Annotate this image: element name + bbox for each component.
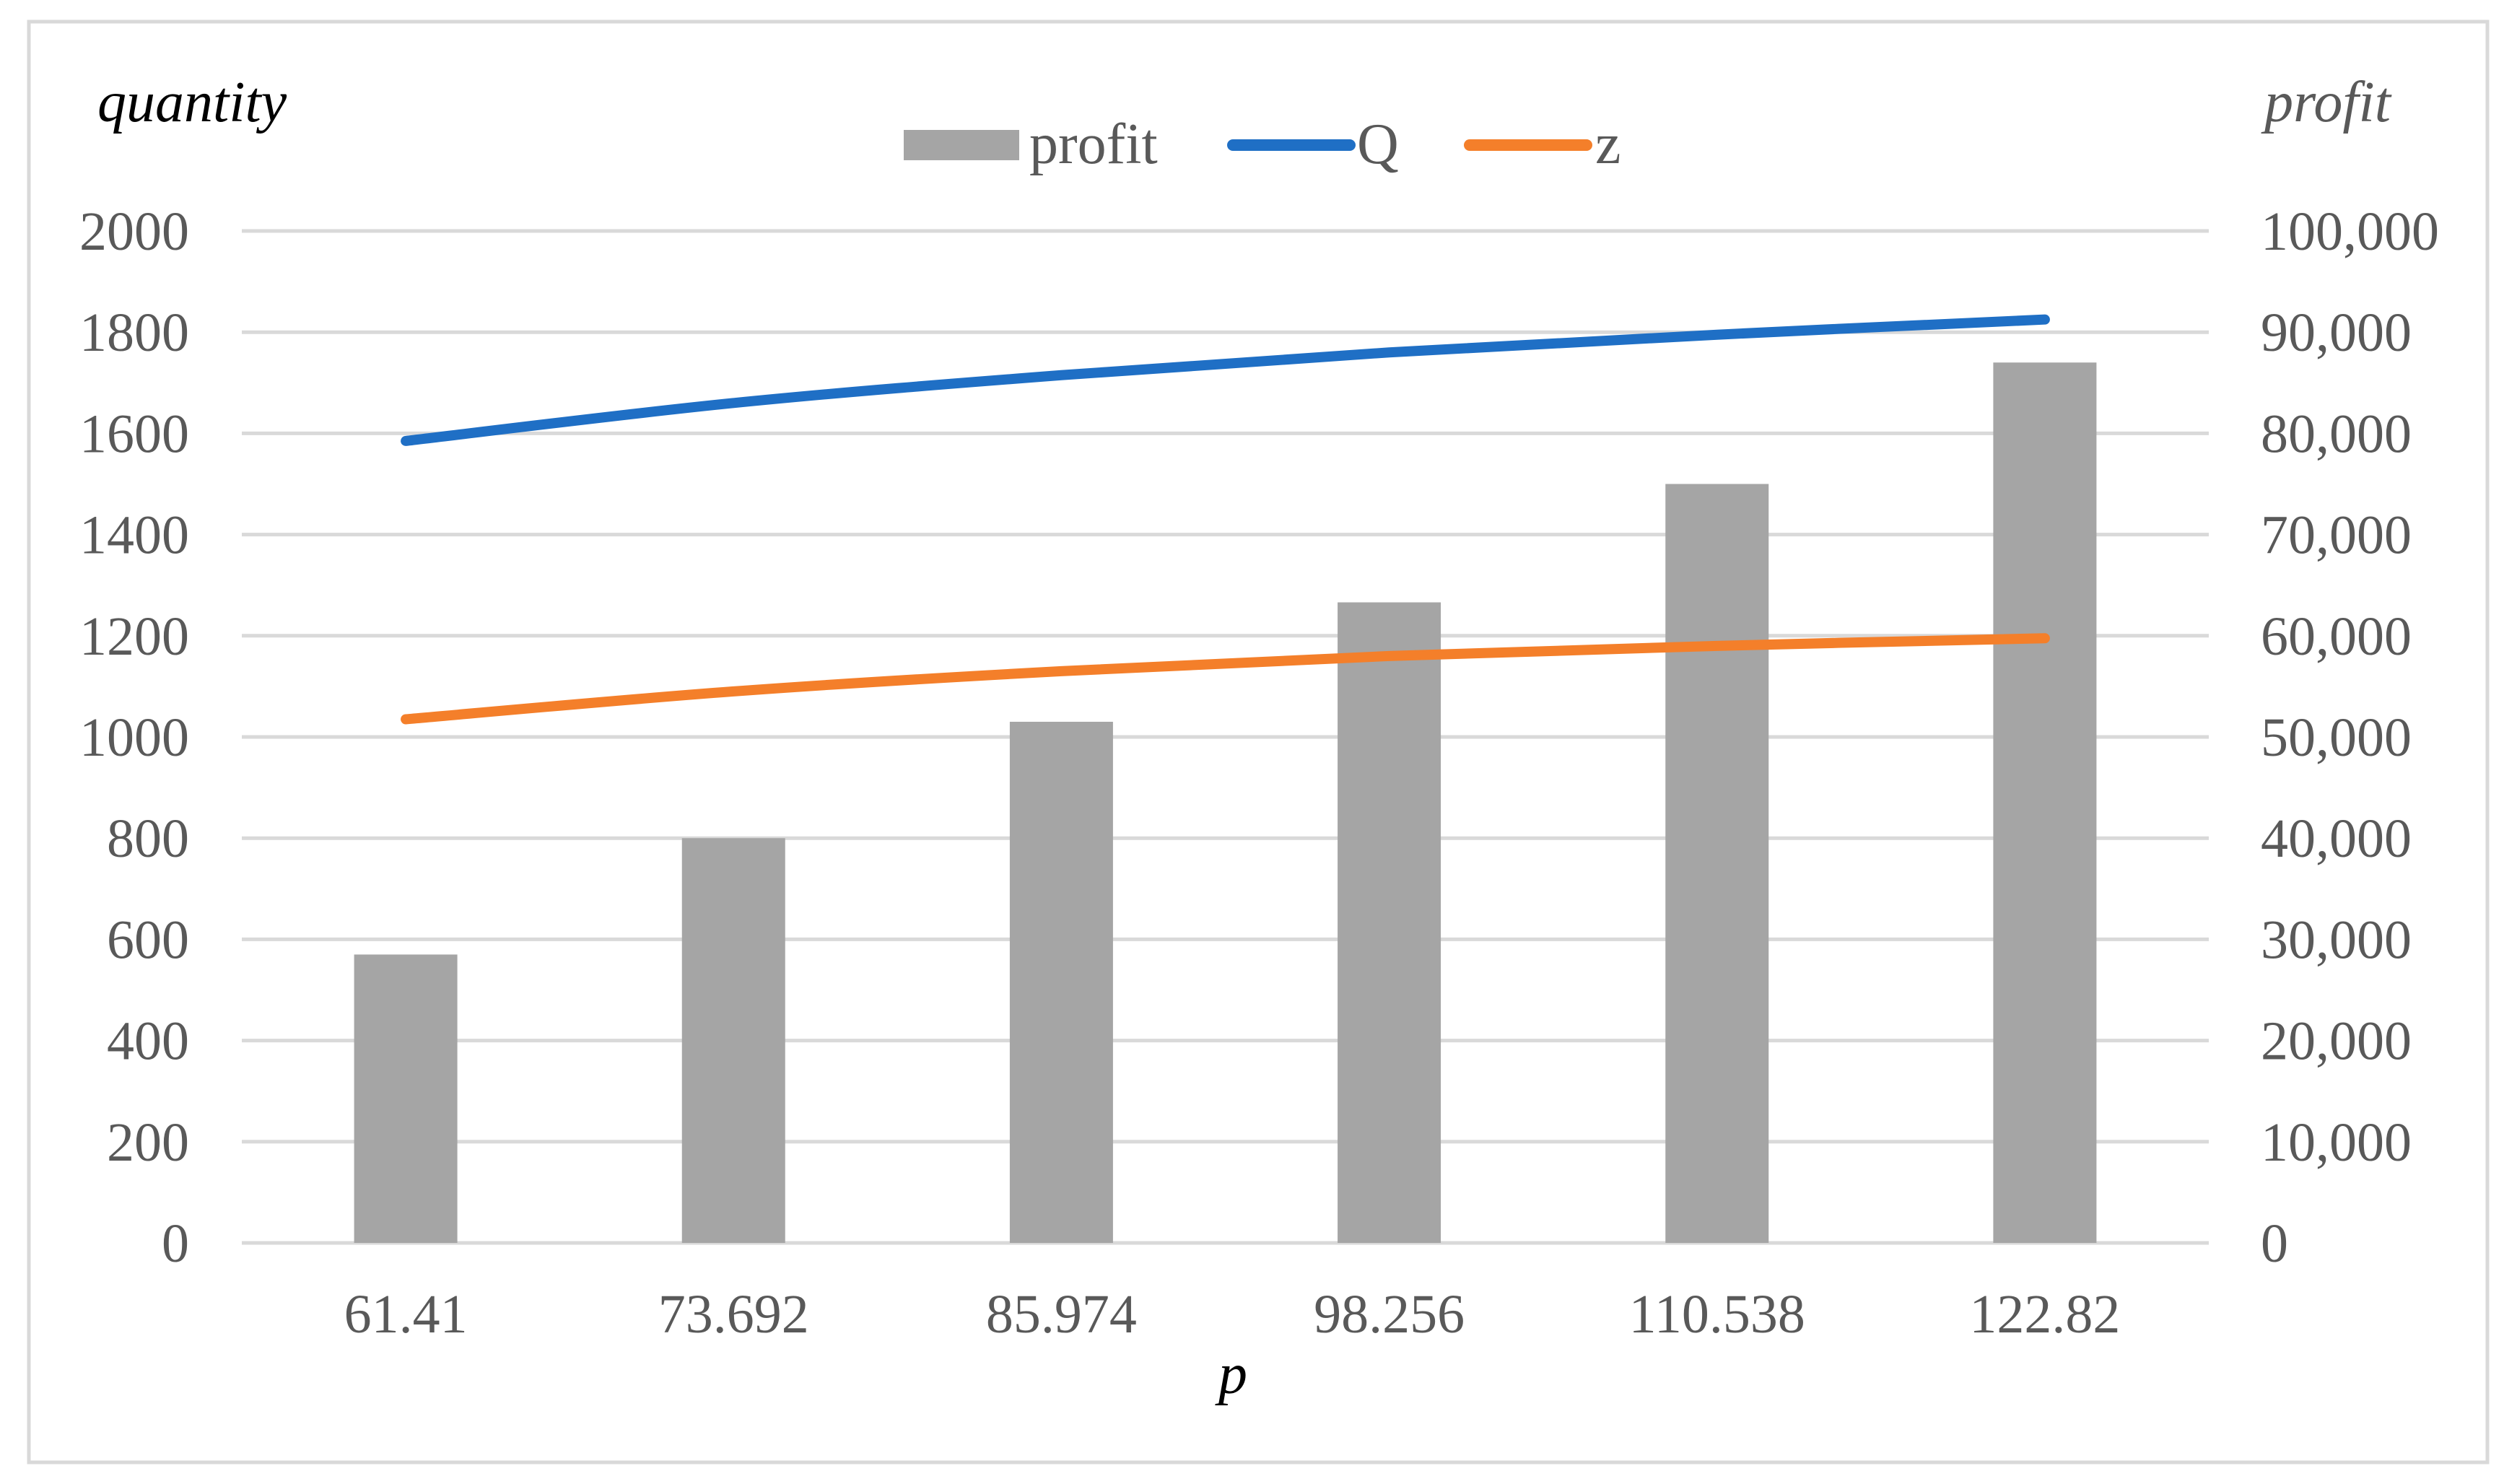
y-tick-label: 1400 — [79, 505, 189, 566]
line-Q — [401, 314, 2050, 446]
y2-tick-label: 30,000 — [2261, 909, 2412, 970]
x-tick-label: 110.538 — [1629, 1284, 1805, 1345]
bar-profit — [354, 954, 458, 1243]
y-axis-title: quantity — [97, 71, 287, 134]
x-axis-title: p — [1215, 1343, 1247, 1406]
chart-border — [27, 19, 2490, 1465]
y-tick-label: 0 — [162, 1213, 189, 1274]
y-tick-label: 1800 — [79, 302, 189, 363]
y2-tick-label: 50,000 — [2261, 707, 2412, 768]
y-tick-label: 600 — [107, 909, 189, 970]
bar-profit — [1665, 484, 1769, 1243]
y-tick-label: 2000 — [79, 201, 189, 262]
y2-tick-label: 90,000 — [2261, 302, 2412, 363]
y2-tick-label: 80,000 — [2261, 403, 2412, 464]
legend-swatch-profit — [904, 130, 1019, 160]
y-tick-label: 1200 — [79, 606, 189, 667]
x-tick-label: 98.256 — [1314, 1284, 1465, 1345]
line-z — [401, 633, 2050, 725]
y2-tick-label: 60,000 — [2261, 606, 2412, 667]
y-tick-label: 1000 — [79, 707, 189, 768]
bar-profit — [1993, 362, 2097, 1243]
legend: profit Q z — [904, 113, 1621, 176]
legend-label-z: z — [1595, 113, 1621, 176]
y2-tick-label: 40,000 — [2261, 808, 2412, 869]
bar-profit — [1338, 602, 1441, 1243]
y2-tick-label: 0 — [2261, 1213, 2288, 1274]
x-tick-label: 73.692 — [658, 1284, 809, 1345]
x-tick-label: 61.41 — [344, 1284, 468, 1345]
y-tick-label: 1600 — [79, 403, 189, 464]
y2-tick-label: 100,000 — [2261, 201, 2439, 262]
x-tick-label: 122.82 — [1969, 1284, 2120, 1345]
legend-label-q: Q — [1357, 113, 1399, 176]
y2-tick-label: 20,000 — [2261, 1011, 2412, 1072]
lines — [401, 314, 2050, 725]
y-tick-label: 400 — [107, 1011, 189, 1072]
gridlines — [242, 229, 2209, 1245]
bar-profit — [681, 838, 785, 1243]
tick-labels: 0 0 200 10,000 400 20,000 600 30,000 800 40,000 10… — [79, 201, 2439, 1345]
y-tick-label: 800 — [107, 808, 189, 869]
y2-tick-label: 70,000 — [2261, 505, 2412, 566]
bar-profit — [1009, 721, 1113, 1243]
bars — [354, 362, 2097, 1243]
legend-label-profit: profit — [1029, 113, 1158, 176]
y-tick-label: 200 — [107, 1112, 189, 1173]
y2-tick-label: 10,000 — [2261, 1112, 2412, 1173]
y2-axis-title: profit — [2261, 71, 2392, 134]
x-tick-label: 85.974 — [986, 1284, 1137, 1345]
